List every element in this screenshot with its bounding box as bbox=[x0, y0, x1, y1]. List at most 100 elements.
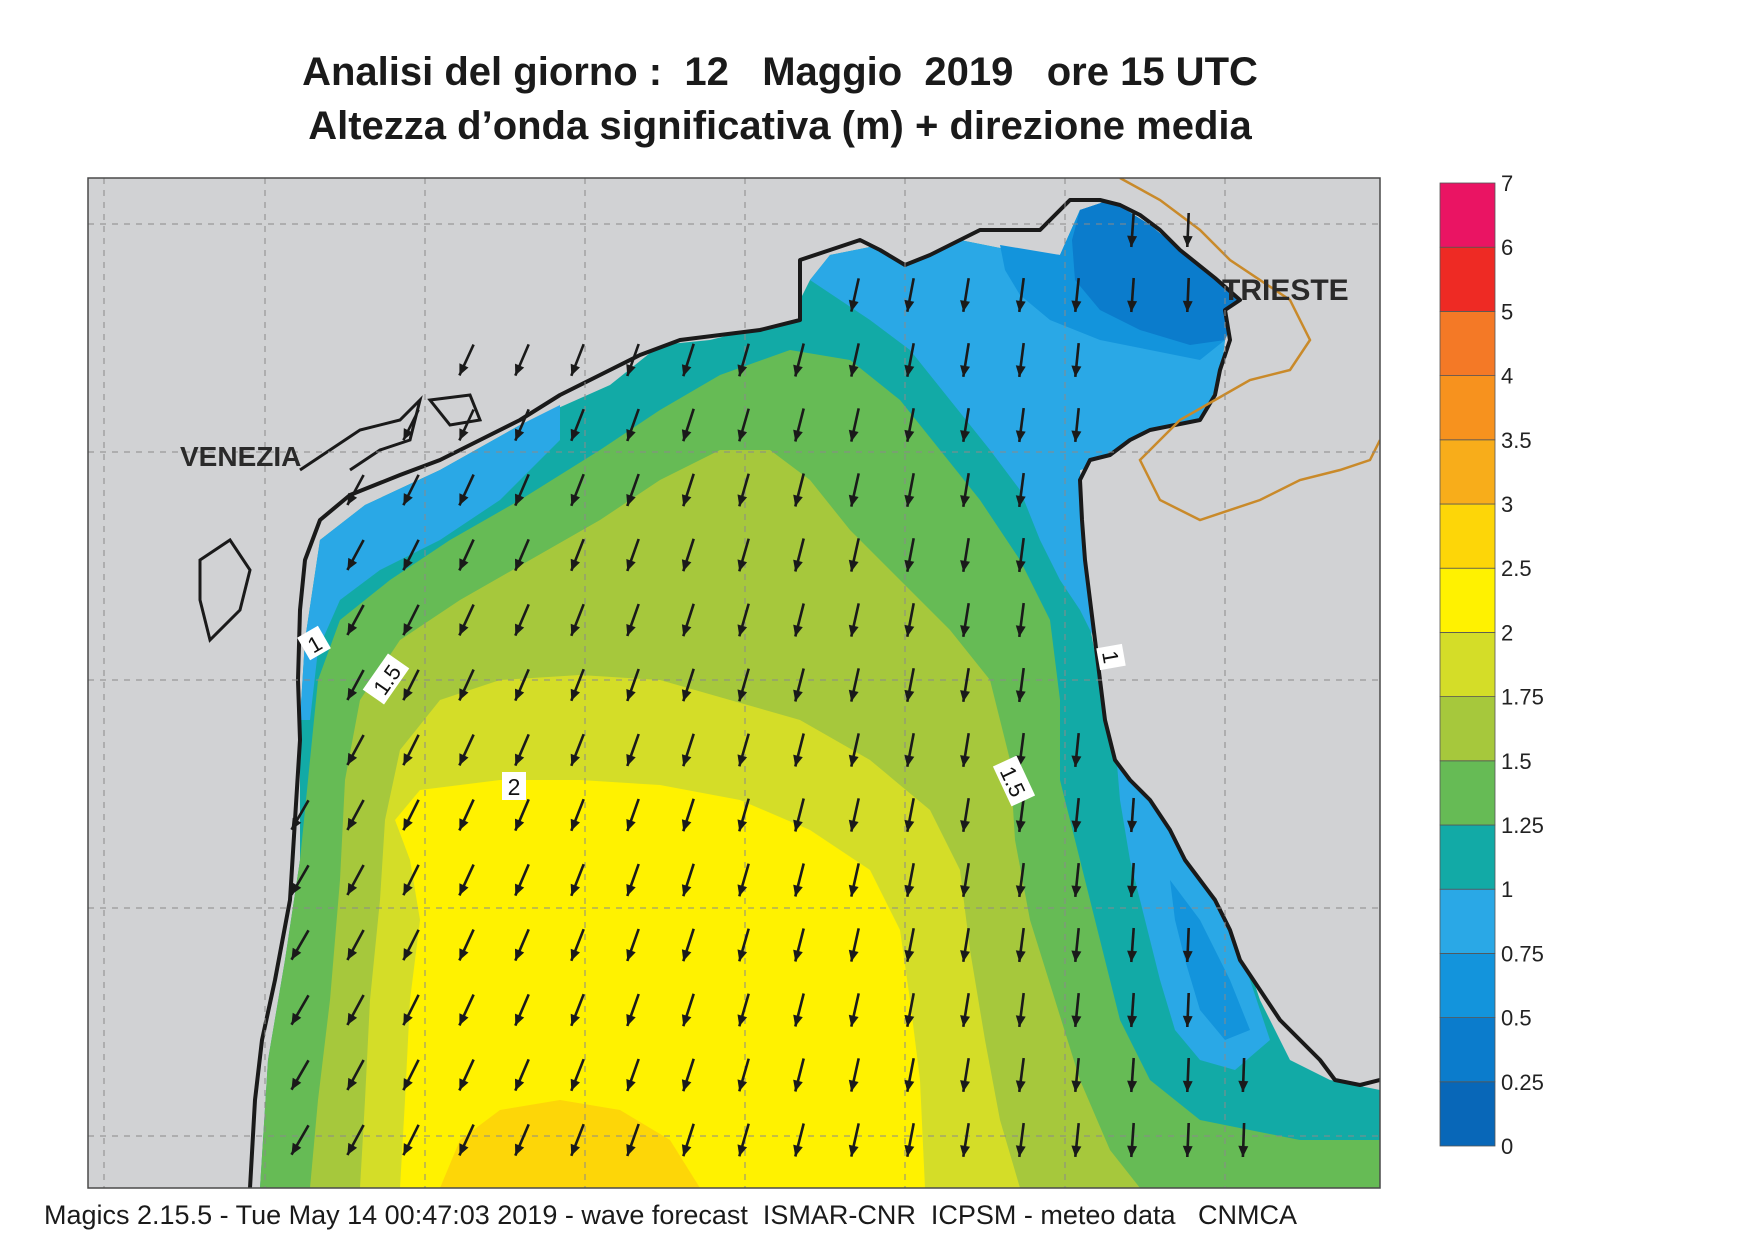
map-frame bbox=[87, 177, 1381, 1189]
direction-arrow-head bbox=[681, 949, 692, 962]
direction-arrow-head bbox=[960, 560, 970, 572]
direction-arrow-head bbox=[737, 624, 748, 637]
direction-arrow-head bbox=[347, 687, 358, 700]
direction-arrow-head bbox=[1015, 560, 1026, 572]
direction-arrow-head bbox=[960, 885, 970, 897]
direction-arrow-head bbox=[1071, 365, 1082, 377]
direction-arrow-head bbox=[459, 688, 469, 701]
direction-arrow-head bbox=[960, 300, 970, 312]
direction-arrow-head bbox=[626, 819, 636, 831]
direction-arrow-head bbox=[459, 428, 469, 441]
land-istria bbox=[1080, 178, 1380, 1085]
direction-arrow-head bbox=[403, 948, 413, 961]
legend-swatch bbox=[1439, 696, 1496, 762]
direction-arrow-head bbox=[1071, 300, 1082, 312]
direction-arrow-head bbox=[291, 882, 302, 895]
direction-arrow-head bbox=[347, 752, 358, 765]
direction-arrow-head bbox=[626, 754, 636, 766]
direction-arrow-head bbox=[570, 558, 580, 571]
lagoon-islands bbox=[198, 393, 483, 643]
contour-label-1.5-west: 1.5 bbox=[362, 653, 410, 705]
direction-arrow-head bbox=[626, 1014, 636, 1026]
direction-arrow-head bbox=[626, 364, 636, 376]
direction-arrow-head bbox=[848, 559, 859, 572]
direction-arrow-head bbox=[737, 884, 748, 897]
label-venezia: VENEZIA bbox=[180, 441, 301, 472]
direction-arrow-head bbox=[570, 623, 580, 636]
direction-arrow-head bbox=[793, 429, 803, 442]
legend-level-label: 7 bbox=[1501, 171, 1513, 196]
legend-swatch bbox=[1439, 439, 1496, 505]
direction-arrow-head bbox=[291, 1142, 302, 1155]
contour-label-1-west: 1 bbox=[297, 625, 331, 661]
direction-arrows bbox=[290, 212, 1249, 1158]
direction-arrow-head bbox=[793, 624, 803, 637]
direction-arrow-head bbox=[793, 559, 803, 572]
direction-arrow-head bbox=[459, 948, 469, 961]
direction-arrow-head bbox=[848, 689, 859, 702]
direction-arrow-head bbox=[848, 494, 859, 507]
legend-level-label: 2 bbox=[1501, 620, 1513, 645]
direction-arrow-head bbox=[403, 1143, 413, 1156]
direction-arrow-head bbox=[570, 883, 580, 896]
direction-arrow-head bbox=[1238, 1080, 1249, 1092]
direction-arrow-head bbox=[681, 494, 692, 507]
direction-arrow-head bbox=[681, 429, 692, 442]
direction-arrow-head bbox=[904, 429, 915, 442]
direction-arrow-head bbox=[403, 493, 413, 506]
direction-arrow-head bbox=[403, 883, 413, 896]
contour-label-2: 2 bbox=[502, 772, 526, 800]
direction-arrow-head bbox=[626, 689, 636, 701]
direction-arrow-head bbox=[1182, 235, 1193, 247]
direction-arrow-head bbox=[793, 494, 803, 507]
direction-arrow-head bbox=[1071, 1145, 1082, 1157]
chart-subtitle: Altezza d’onda significativa (m) + direz… bbox=[308, 104, 1252, 148]
direction-arrow-head bbox=[515, 363, 525, 376]
direction-arrow-head bbox=[848, 364, 859, 377]
direction-arrow-head bbox=[848, 1014, 859, 1027]
direction-arrow-head bbox=[1127, 1015, 1138, 1027]
direction-arrow-head bbox=[626, 1144, 636, 1156]
direction-arrow-head bbox=[570, 753, 580, 766]
map-area bbox=[88, 178, 1380, 1188]
legend-level-label: 3 bbox=[1501, 492, 1513, 517]
direction-arrow-head bbox=[291, 1012, 302, 1025]
direction-arrow-head bbox=[403, 558, 413, 571]
land-venezia bbox=[88, 178, 1075, 1188]
direction-arrow-head bbox=[848, 1079, 859, 1092]
direction-arrow-head bbox=[904, 754, 915, 767]
direction-arrow-head bbox=[1182, 1145, 1193, 1157]
direction-arrow-head bbox=[1015, 950, 1026, 962]
footer-credits: Magics 2.15.5 - Tue May 14 00:47:03 2019… bbox=[44, 1200, 1297, 1230]
direction-arrow-head bbox=[960, 820, 970, 832]
direction-arrow-head bbox=[347, 1012, 358, 1025]
sea-band-0.25-0.5 bbox=[1072, 200, 1240, 345]
legend-swatch bbox=[1439, 182, 1496, 248]
direction-arrow-head bbox=[459, 883, 469, 896]
legend-level-label: 1 bbox=[1501, 877, 1513, 902]
direction-arrow-head bbox=[793, 819, 803, 832]
direction-arrow-head bbox=[570, 1143, 580, 1156]
legend-swatch bbox=[1439, 760, 1496, 826]
direction-arrow-head bbox=[1015, 690, 1026, 702]
direction-arrow-head bbox=[515, 1078, 525, 1091]
direction-arrow-head bbox=[681, 884, 692, 897]
direction-arrow-head bbox=[1127, 885, 1138, 897]
direction-arrow-head bbox=[904, 819, 915, 832]
direction-arrow-head bbox=[291, 1077, 302, 1090]
direction-arrow-head bbox=[347, 817, 358, 830]
color-scale-legend: 0 0.25 0.5 0.75 1 1.25 1.5 1.75 2 2.5 3 3.5 4 5 6 7 bbox=[1439, 171, 1544, 1159]
sea-band-0.5-0.75-east bbox=[1170, 880, 1250, 1040]
direction-arrow-head bbox=[904, 624, 915, 637]
legend-swatch bbox=[1439, 567, 1496, 633]
direction-arrow-head bbox=[848, 754, 859, 767]
direction-arrow-head bbox=[1015, 1145, 1026, 1157]
direction-arrow-head bbox=[793, 1014, 803, 1027]
direction-arrow-head bbox=[1127, 820, 1138, 832]
direction-arrow-head bbox=[1238, 1145, 1249, 1157]
direction-arrow-head bbox=[904, 689, 915, 702]
direction-arrow-head bbox=[848, 1144, 859, 1157]
direction-arrow-head bbox=[570, 818, 580, 831]
direction-arrow-head bbox=[459, 363, 469, 376]
direction-arrow-head bbox=[960, 1080, 970, 1092]
